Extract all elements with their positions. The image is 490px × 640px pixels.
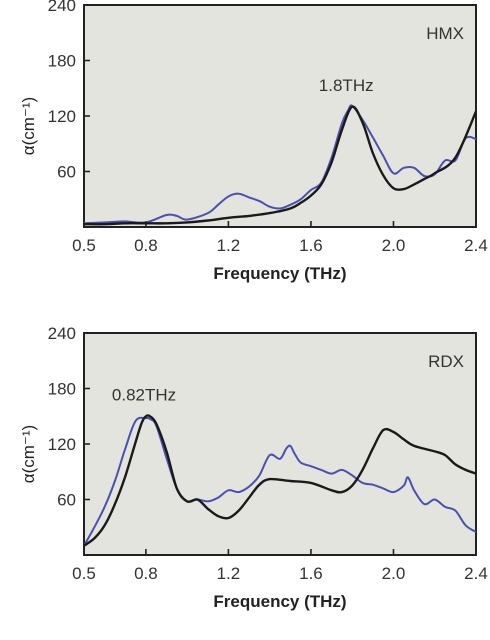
x-tick-label: 0.5 <box>72 564 96 583</box>
y-tick-label: 240 <box>48 0 76 15</box>
y-tick-label: 120 <box>48 107 76 126</box>
y-axis-label: α(cm⁻¹) <box>19 97 38 155</box>
chart-panel-rdx: 0.5 0.8 1.2 1.6 2.0 2.4 60 120 180 240 RDX 0.82THz F… <box>19 324 488 611</box>
peak-annotation: 0.82THz <box>112 385 176 404</box>
y-tick-label: 60 <box>57 491 76 510</box>
y-axis-label: α(cm⁻¹) <box>19 425 38 483</box>
plot-area <box>83 332 477 556</box>
y-tick-label: 120 <box>48 435 76 454</box>
x-tick-label: 1.6 <box>299 564 323 583</box>
chart-panel-hmx: 0.5 0.8 1.2 1.6 2.0 2.4 60 120 180 240 HMX 1.8THz Fr… <box>19 0 488 283</box>
x-tick-label: 1.2 <box>217 236 241 255</box>
y-tick-label: 180 <box>48 52 76 71</box>
peak-annotation: 1.8THz <box>319 76 374 95</box>
series-line-1 <box>84 416 476 547</box>
series-line-1 <box>84 104 476 225</box>
x-tick-label: 2.4 <box>464 236 488 255</box>
panel-label: RDX <box>428 352 464 371</box>
y-tick-label: 180 <box>48 380 76 399</box>
x-axis-label: Frequency (THz) <box>213 592 346 611</box>
y-tick-label: 240 <box>48 324 76 343</box>
x-tick-label: 2.0 <box>382 236 406 255</box>
x-tick-label: 0.8 <box>134 564 158 583</box>
x-tick-label: 1.6 <box>299 236 323 255</box>
x-tick-label: 0.5 <box>72 236 96 255</box>
x-tick-label: 2.4 <box>464 564 488 583</box>
series-line-2 <box>84 105 476 226</box>
x-tick-label: 0.8 <box>134 236 158 255</box>
panel-label: HMX <box>426 24 464 43</box>
x-axis-label: Frequency (THz) <box>213 264 346 283</box>
x-tick-label: 1.2 <box>217 564 241 583</box>
y-tick-label: 60 <box>57 163 76 182</box>
plot-area <box>83 4 477 228</box>
series-line-2 <box>84 414 476 547</box>
x-tick-label: 2.0 <box>382 564 406 583</box>
